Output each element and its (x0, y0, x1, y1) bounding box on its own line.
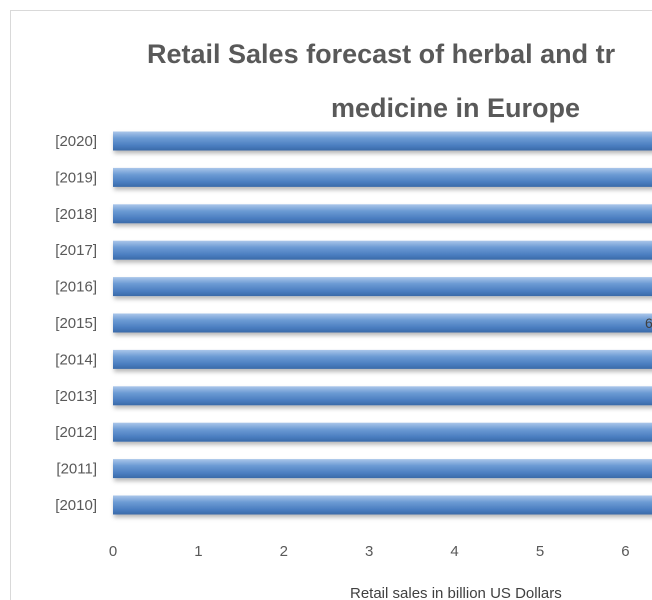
chart-canvas: Retail Sales forecast of herbal and tr m… (55, 39, 652, 600)
bars-layer (113, 131, 652, 515)
x-axis-title: Retail sales in billion US Dollars (350, 585, 562, 600)
bar-2015 (113, 313, 652, 333)
y-tick-label: [2015] (55, 315, 97, 332)
bar-2017 (113, 240, 652, 260)
x-tick-label: 5 (536, 543, 544, 560)
y-tick-label: [2010] (55, 497, 97, 514)
x-axis-ticks: 0 1 2 3 4 5 6 (109, 543, 630, 560)
bar-2020 (113, 131, 652, 151)
bar-2019 (113, 167, 652, 187)
x-tick-label: 4 (450, 543, 458, 560)
y-tick-label: [2020] (55, 133, 97, 150)
x-tick-label: 3 (365, 543, 373, 560)
chart-frame: Retail Sales forecast of herbal and tr m… (10, 10, 652, 600)
bar-2016 (113, 277, 652, 297)
y-tick-label: [2016] (55, 279, 97, 296)
bar-2013 (113, 386, 652, 406)
bar-2010 (113, 495, 652, 515)
bar-2018 (113, 204, 652, 224)
bar-2012 (113, 422, 652, 442)
y-tick-label: [2018] (55, 206, 97, 223)
chart-title-line1: Retail Sales forecast of herbal and tr (147, 39, 616, 69)
y-tick-label: [2013] (55, 388, 97, 405)
x-tick-label: 6 (621, 543, 629, 560)
data-label: 6. (645, 315, 652, 331)
bar-2011 (113, 459, 652, 479)
y-tick-label: [2017] (55, 242, 97, 259)
y-axis-labels: [2020] [2019] [2018] [2017] [2016] [2015] [201… (55, 133, 97, 514)
x-tick-label: 2 (280, 543, 288, 560)
y-tick-label: [2012] (55, 424, 97, 441)
y-tick-label: [2019] (55, 169, 97, 186)
data-labels: 6. (645, 315, 652, 331)
bar-2014 (113, 349, 652, 369)
y-tick-label: [2011] (56, 461, 97, 478)
y-tick-label: [2014] (55, 351, 97, 368)
chart-title-line2: medicine in Europe (331, 93, 580, 123)
x-tick-label: 0 (109, 543, 117, 560)
x-tick-label: 1 (194, 543, 202, 560)
